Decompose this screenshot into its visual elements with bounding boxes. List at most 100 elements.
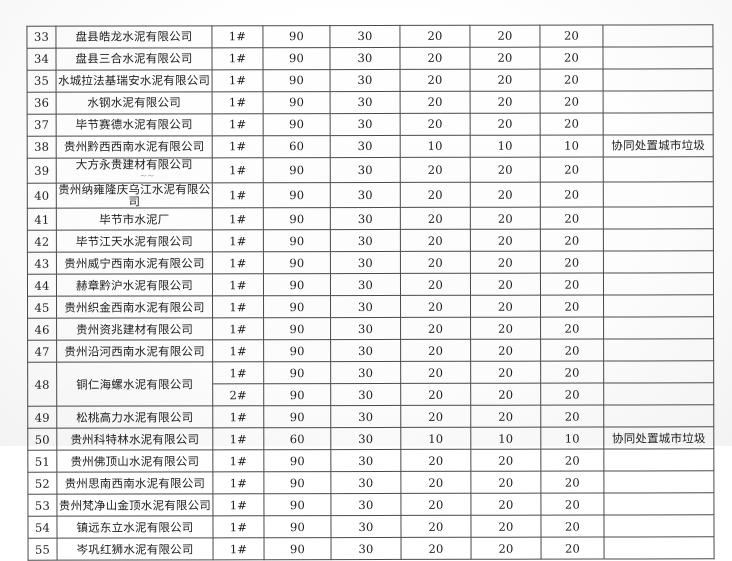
value-col-2: 30	[330, 449, 401, 472]
value-col-1: 90	[263, 471, 331, 494]
row-index: 45	[27, 296, 57, 319]
value-col-2: 30	[329, 47, 401, 70]
value-col-1: 90	[263, 361, 331, 384]
value-col-5: 20	[540, 182, 604, 208]
row-index: 51	[27, 450, 57, 473]
document-page: 33 盘县皓龙水泥有限公司 1# 90 30 20 20 20 34 盘县三合水泥有限公司 1# 90…	[26, 24, 715, 561]
value-col-2: 30	[330, 273, 401, 296]
value-col-5: 20	[540, 91, 604, 114]
row-index: 34	[26, 48, 57, 71]
value-col-3: 20	[400, 273, 471, 296]
row-index: 52	[27, 472, 57, 495]
value-col-4: 20	[470, 405, 541, 428]
value-col-3: 20	[400, 339, 471, 362]
value-col-2: 30	[331, 537, 402, 560]
value-col-5: 20	[540, 449, 604, 472]
remark-cell	[603, 339, 714, 362]
row-index: 39	[27, 158, 57, 184]
remark-cell	[602, 24, 713, 48]
table-body: 33 盘县皓龙水泥有限公司 1# 90 30 20 20 20 34 盘县三合水泥有限公司 1# 90…	[26, 24, 715, 561]
table-row: 34 盘县三合水泥有限公司 1# 90 30 20 20 20	[26, 46, 714, 71]
table-row: 36 水钢水泥有限公司 1# 90 30 20 20 20	[27, 90, 714, 115]
enterprise-name: 贵州思南西南水泥有限公司	[56, 472, 213, 495]
kiln-number: 1#	[212, 471, 264, 495]
table-row: 46 贵州资兆建材有限公司 1# 90 30 20 20 20	[27, 317, 714, 341]
enterprise-name: 贵州佛顶山水泥有限公司	[56, 450, 213, 473]
value-col-2: 30	[330, 383, 401, 406]
value-col-3: 10	[400, 427, 471, 450]
value-col-1: 90	[263, 182, 331, 208]
remark-cell	[603, 515, 715, 538]
value-col-3: 20	[400, 295, 471, 318]
value-col-5: 20	[541, 537, 605, 560]
table-row: 44 赫章黔沪水泥有限公司 1# 90 30 20 20 20	[27, 273, 714, 297]
enterprise-name: 水钢水泥有限公司	[56, 91, 213, 115]
value-col-5: 20	[540, 157, 604, 183]
value-col-4: 20	[470, 251, 541, 274]
enterprise-name: 镇远东立水泥有限公司	[56, 516, 214, 539]
value-col-5: 20	[540, 273, 604, 296]
kiln-number: 1#	[212, 295, 264, 319]
value-col-3: 20	[400, 207, 471, 230]
table-row: 35 水城拉法基瑞安水泥有限公司 1# 90 30 20 20 20	[27, 68, 714, 93]
value-col-1: 90	[262, 47, 331, 70]
row-index: 43	[27, 252, 57, 275]
row-index: 49	[27, 406, 57, 429]
kiln-number: 1#	[213, 537, 265, 561]
value-col-3: 20	[400, 317, 471, 340]
value-col-2: 30	[330, 182, 401, 208]
value-col-3: 20	[400, 182, 471, 208]
value-col-1: 90	[263, 69, 331, 92]
value-col-1: 90	[263, 207, 331, 230]
value-col-5: 20	[539, 47, 604, 70]
value-col-2: 30	[330, 251, 401, 274]
table-row: 48 铜仁海螺水泥有限公司 1# 90 30 20 20 20	[27, 361, 714, 407]
enterprise-name: 贵州威宁西南水泥有限公司	[56, 252, 213, 275]
value-col-1: 60	[263, 427, 331, 450]
remark-cell	[603, 273, 714, 296]
value-col-3: 20	[400, 361, 471, 384]
enterprise-name: 毕节赛德水泥有限公司	[56, 113, 213, 137]
kiln-number: 1#	[212, 317, 264, 341]
value-col-4: 20	[470, 69, 541, 92]
enterprise-name: 贵州织金西南水泥有限公司	[56, 296, 213, 319]
value-col-3: 20	[400, 405, 471, 428]
value-col-2: 30	[330, 207, 401, 230]
remark-cell	[604, 537, 715, 560]
value-col-3: 20	[400, 91, 471, 114]
remark-cell	[603, 156, 714, 183]
value-col-3: 20	[400, 113, 471, 136]
table-row: 41 毕节市水泥厂 1# 90 30 20 20 20	[27, 207, 714, 231]
value-col-2: 30	[330, 361, 401, 384]
value-col-3: 20	[400, 229, 471, 252]
table-row: 37 毕节赛德水泥有限公司 1# 90 30 20 20 20	[27, 112, 714, 137]
value-col-4: 10	[470, 135, 541, 158]
kiln-number: 1#	[212, 182, 264, 209]
scan-smudge-mark: ~~	[139, 171, 155, 182]
value-col-3: 20	[400, 449, 471, 472]
value-col-4: 20	[470, 295, 541, 318]
value-col-4: 20	[470, 493, 541, 516]
value-col-1: 90	[263, 383, 331, 406]
value-col-5: 20	[540, 207, 604, 230]
kiln-number: 1#	[212, 405, 264, 429]
row-index: 50	[27, 428, 57, 451]
table-row: 40 贵州纳雍隆庆乌江水泥有限公司 1# 90 30 20 20 20	[27, 181, 714, 209]
table-row: 45 贵州织金西南水泥有限公司 1# 90 30 20 20 20	[27, 295, 714, 319]
remark-cell	[603, 493, 714, 516]
value-col-3: 20	[400, 383, 471, 406]
table-container: 33 盘县皓龙水泥有限公司 1# 90 30 20 20 20 34 盘县三合水泥有限公司 1# 90…	[26, 24, 715, 561]
value-col-1: 90	[263, 339, 331, 362]
value-col-2: 30	[330, 405, 401, 428]
value-col-5: 20	[540, 339, 604, 362]
value-col-3: 20	[400, 157, 471, 183]
kiln-number: 1#	[211, 25, 263, 48]
value-col-2: 30	[330, 229, 401, 252]
kiln-number: 1#	[212, 135, 264, 158]
value-col-1: 90	[263, 317, 331, 340]
value-col-3: 20	[400, 493, 471, 516]
value-col-4: 20	[470, 207, 541, 230]
table-row: 54 镇远东立水泥有限公司 1# 90 30 20 20 20	[27, 515, 715, 539]
table-row: 33 盘县皓龙水泥有限公司 1# 90 30 20 20 20	[26, 24, 713, 49]
value-col-2: 30	[330, 427, 401, 450]
